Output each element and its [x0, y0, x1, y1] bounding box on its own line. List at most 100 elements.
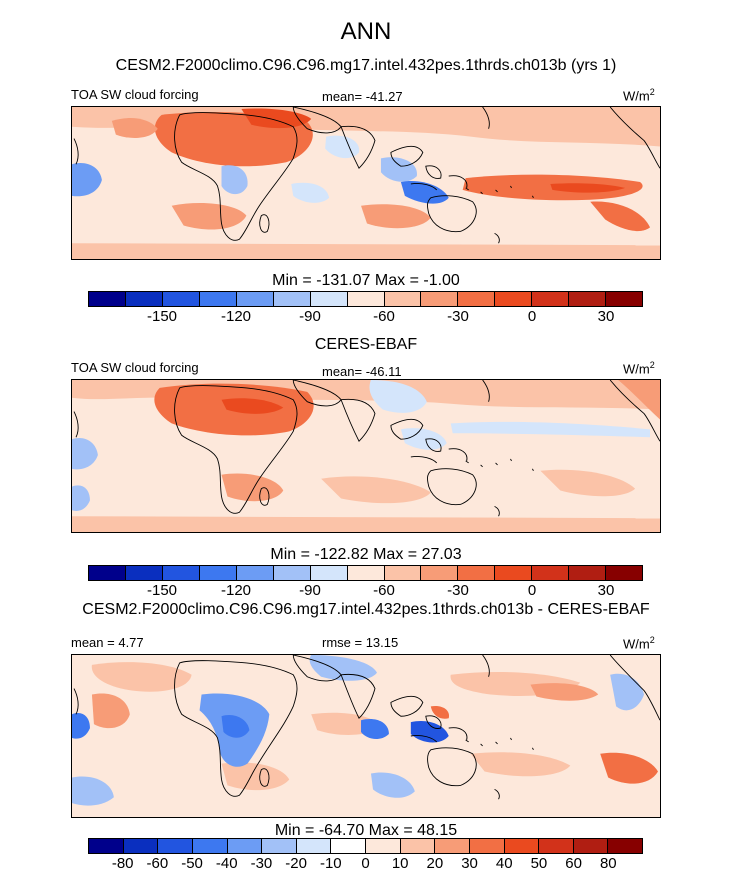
- panel-3-map: [71, 654, 661, 818]
- panel-2-colorbar-swatch-4: [236, 566, 274, 580]
- panel-3-colorbar-tick-7: 0: [361, 855, 370, 872]
- panel-1-colorbar-ticks: -150 -120 -90 -60 -30 0 30: [88, 308, 643, 328]
- panel-3-colorbar-swatch-3: [192, 839, 228, 853]
- panel-1-colorbar-swatch-7: [347, 292, 385, 306]
- panel-1-mean-label: mean= -41.27: [322, 89, 403, 104]
- panel-2-colorbar-swatch-3: [199, 566, 237, 580]
- panel-3-colorbar-swatch-10: [435, 839, 470, 853]
- panel-3-colorbar-swatch-4: [227, 839, 263, 853]
- figure-title: ANN: [340, 18, 392, 45]
- panel-1-colorbar-swatch-1: [125, 292, 163, 306]
- panel-3-colorbar-tick-6: -10: [319, 855, 342, 872]
- panel-2-colorbar-swatch-13: [569, 566, 607, 580]
- panel-3-colorbar-tick-14: 80: [599, 855, 617, 872]
- panel-2-colorbar-ticks: -150 -120 -90 -60 -30 0 30: [88, 582, 643, 602]
- panel-3-colorbar-tick-0: -80: [111, 855, 134, 872]
- panel-2-colorbar-swatch-8: [384, 566, 422, 580]
- panel-3-colorbar-tick-12: 50: [530, 855, 548, 872]
- panel-1-colorbar-swatch-14: [606, 292, 643, 306]
- panel-3-colorbar-swatch-13: [539, 839, 574, 853]
- panel-1-colorbar-swatch-2: [162, 292, 200, 306]
- panel-3-units-label: W/m2: [623, 635, 655, 652]
- panel-2-colorbar-tick-3: -60: [373, 582, 395, 599]
- panel-3-colorbar-swatch-9: [400, 839, 436, 853]
- panel-2-colorbar-swatch-5: [273, 566, 311, 580]
- panel-2-mean-label: mean= -46.11: [322, 364, 402, 379]
- panel-2-colorbar-swatch-11: [495, 566, 533, 580]
- panel-1-title: CESM2.F2000climo.C96.C96.mg17.intel.432p…: [115, 57, 617, 74]
- panel-3-colorbar-ticks: -80 -60 -50 -40 -30 -20 -10 0 10 20 30 40 50 60 80: [88, 855, 643, 875]
- panel-2-colorbar-swatch-10: [458, 566, 496, 580]
- panel-2-colorbar: [88, 565, 643, 581]
- panel-2-variable-label: TOA SW cloud forcing: [71, 360, 199, 375]
- panel-2-colorbar-tick-1: -120: [220, 582, 252, 599]
- panel-1-colorbar-tick-0: -150: [146, 308, 178, 325]
- panel-2-colorbar-tick-6: 30: [597, 582, 615, 599]
- panel-2-colorbar-tick-5: 0: [527, 582, 537, 599]
- panel-1-colorbar-tick-4: -30: [447, 308, 469, 325]
- panel-2-colorbar-swatch-14: [606, 566, 643, 580]
- panel-3-colorbar-swatch-15: [608, 839, 642, 853]
- panel-3-colorbar-tick-1: -60: [146, 855, 169, 872]
- panel-1-colorbar-swatch-11: [495, 292, 533, 306]
- panel-1-colorbar-swatch-10: [458, 292, 496, 306]
- panel-2-colorbar-swatch-6: [310, 566, 348, 580]
- panel-1-minmax: Min = -131.07 Max = -1.00: [272, 272, 460, 289]
- panel-1-colorbar-tick-3: -60: [373, 308, 395, 325]
- panel-1-colorbar-swatch-5: [273, 292, 311, 306]
- panel-2-colorbar-swatch-2: [162, 566, 200, 580]
- panel-1-colorbar-swatch-0: [89, 292, 126, 306]
- panel-1-colorbar-swatch-4: [236, 292, 274, 306]
- panel-3-title: CESM2.F2000climo.C96.C96.mg17.intel.432p…: [82, 601, 650, 618]
- panel-3-colorbar-tick-5: -20: [285, 855, 307, 872]
- panel-3-colorbar-tick-3: -40: [215, 855, 238, 872]
- panel-2-title: CERES-EBAF: [314, 336, 418, 353]
- panel-3-colorbar-swatch-14: [573, 839, 609, 853]
- panel-3-colorbar-swatch-5: [262, 839, 297, 853]
- panel-3-colorbar-swatch-7: [331, 839, 366, 853]
- panel-3-colorbar-tick-4: -30: [250, 855, 273, 872]
- panel-2-units-label: W/m2: [623, 360, 655, 377]
- panel-1-colorbar-swatch-9: [421, 292, 459, 306]
- panel-2-colorbar-tick-2: -90: [299, 582, 321, 599]
- panel-3-mean-label: mean = 4.77: [71, 635, 144, 650]
- panel-1-colorbar-swatch-12: [532, 292, 570, 306]
- panel-1-colorbar-tick-6: 30: [597, 308, 615, 325]
- panel-2-colorbar-swatch-9: [421, 566, 459, 580]
- panel-1-colorbar-swatch-3: [199, 292, 237, 306]
- panel-3-colorbar: [88, 838, 643, 854]
- panel-1-variable-label: TOA SW cloud forcing: [71, 87, 199, 102]
- panel-1-colorbar-swatch-13: [569, 292, 607, 306]
- panel-3-rmse-label: rmse = 13.15: [322, 635, 399, 650]
- panel-3-colorbar-swatch-6: [296, 839, 332, 853]
- panel-2-colorbar-swatch-1: [125, 566, 163, 580]
- panel-2-colorbar-swatch-7: [347, 566, 385, 580]
- panel-2-colorbar-swatch-0: [89, 566, 126, 580]
- panel-3-colorbar-swatch-0: [89, 839, 124, 853]
- panel-3-colorbar-swatch-1: [123, 839, 159, 853]
- panel-3-colorbar-swatch-2: [158, 839, 193, 853]
- panel-3-colorbar-swatch-12: [504, 839, 540, 853]
- panel-2-colorbar-tick-0: -150: [146, 582, 178, 599]
- panel-3-colorbar-tick-9: 20: [426, 855, 444, 872]
- panel-2-colorbar-swatch-12: [532, 566, 570, 580]
- panel-2-minmax: Min = -122.82 Max = 27.03: [270, 546, 462, 563]
- panel-3-colorbar-tick-8: 10: [391, 855, 409, 872]
- panel-1-colorbar: [88, 291, 643, 307]
- panel-1-colorbar-tick-2: -90: [299, 308, 321, 325]
- panel-3-colorbar-tick-11: 40: [495, 855, 513, 872]
- panel-2-map: [71, 379, 661, 533]
- panel-1-colorbar-swatch-8: [384, 292, 422, 306]
- panel-3-colorbar-tick-13: 60: [565, 855, 582, 872]
- panel-3-colorbar-tick-2: -50: [181, 855, 203, 872]
- panel-1-map: [71, 106, 661, 260]
- panel-3-colorbar-tick-10: 30: [461, 855, 478, 872]
- panel-1-units-label: W/m2: [623, 87, 655, 104]
- panel-3-minmax: Min = -64.70 Max = 48.15: [274, 822, 458, 839]
- panel-1-colorbar-tick-5: 0: [527, 308, 537, 325]
- panel-2-colorbar-tick-4: -30: [447, 582, 469, 599]
- panel-1-colorbar-swatch-6: [310, 292, 348, 306]
- panel-3-colorbar-swatch-8: [366, 839, 401, 853]
- panel-3-colorbar-swatch-11: [469, 839, 505, 853]
- panel-1-colorbar-tick-1: -120: [220, 308, 252, 325]
